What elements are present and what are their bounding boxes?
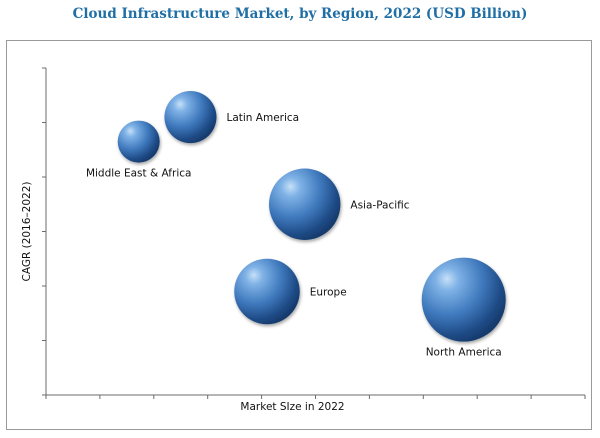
bubble-middle-east-africa: [117, 120, 160, 163]
bubble-label-asia-pacific: Asia-Pacific: [350, 199, 409, 211]
bubble-label-north-america: North America: [426, 347, 502, 359]
bubble-europe: [234, 258, 300, 325]
bubble-label-middle-east-africa: Middle East & Africa: [86, 168, 192, 180]
bubble-north-america: [421, 257, 506, 342]
x-axis-title: Market SIze in 2022: [240, 401, 344, 413]
bubble-asia-pacific: [269, 168, 341, 240]
chart-title: Cloud Infrastructure Market, by Region, …: [72, 6, 528, 22]
bubble-latin-america: [164, 91, 217, 144]
bubble-label-latin-america: Latin America: [226, 112, 299, 124]
bubble-label-europe: Europe: [310, 286, 347, 298]
chart-frame: [6, 40, 592, 430]
y-axis-title: CAGR (2016–2022): [21, 182, 33, 282]
